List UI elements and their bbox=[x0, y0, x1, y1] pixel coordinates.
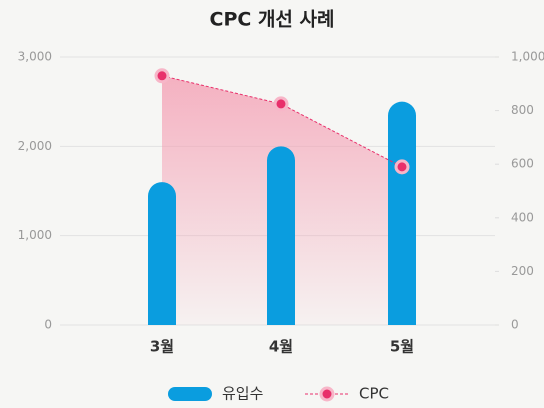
legend-swatch bbox=[168, 387, 212, 401]
x-tick-label: 4월 bbox=[269, 338, 293, 356]
y-tick-label: 2,000 bbox=[18, 139, 52, 153]
x-tick-label: 5월 bbox=[390, 338, 414, 356]
y-tick-label: 0 bbox=[44, 318, 52, 332]
cpc-point bbox=[273, 96, 289, 112]
y-tick-label: 3,000 bbox=[18, 50, 52, 64]
y2-tick-label: 0 bbox=[511, 318, 519, 332]
cpc-point bbox=[154, 68, 170, 84]
y2-tick-label: 1,000 bbox=[511, 50, 544, 64]
y2-tick-label: 800 bbox=[511, 103, 534, 117]
cpc-point bbox=[394, 159, 410, 175]
bar bbox=[267, 146, 295, 325]
legend-label: 유입수 bbox=[222, 385, 263, 403]
y2-tick-label: 200 bbox=[511, 264, 534, 278]
y-tick-label: 1,000 bbox=[18, 228, 52, 242]
bar bbox=[148, 182, 176, 325]
legend-label: CPC bbox=[359, 385, 389, 403]
y2-tick-label: 600 bbox=[511, 157, 534, 171]
bar bbox=[388, 101, 416, 326]
legend-swatch bbox=[319, 386, 335, 402]
x-tick-label: 3월 bbox=[150, 338, 174, 356]
chart-title: CPC 개선 사례 bbox=[210, 9, 335, 31]
y2-tick-label: 400 bbox=[511, 210, 534, 224]
